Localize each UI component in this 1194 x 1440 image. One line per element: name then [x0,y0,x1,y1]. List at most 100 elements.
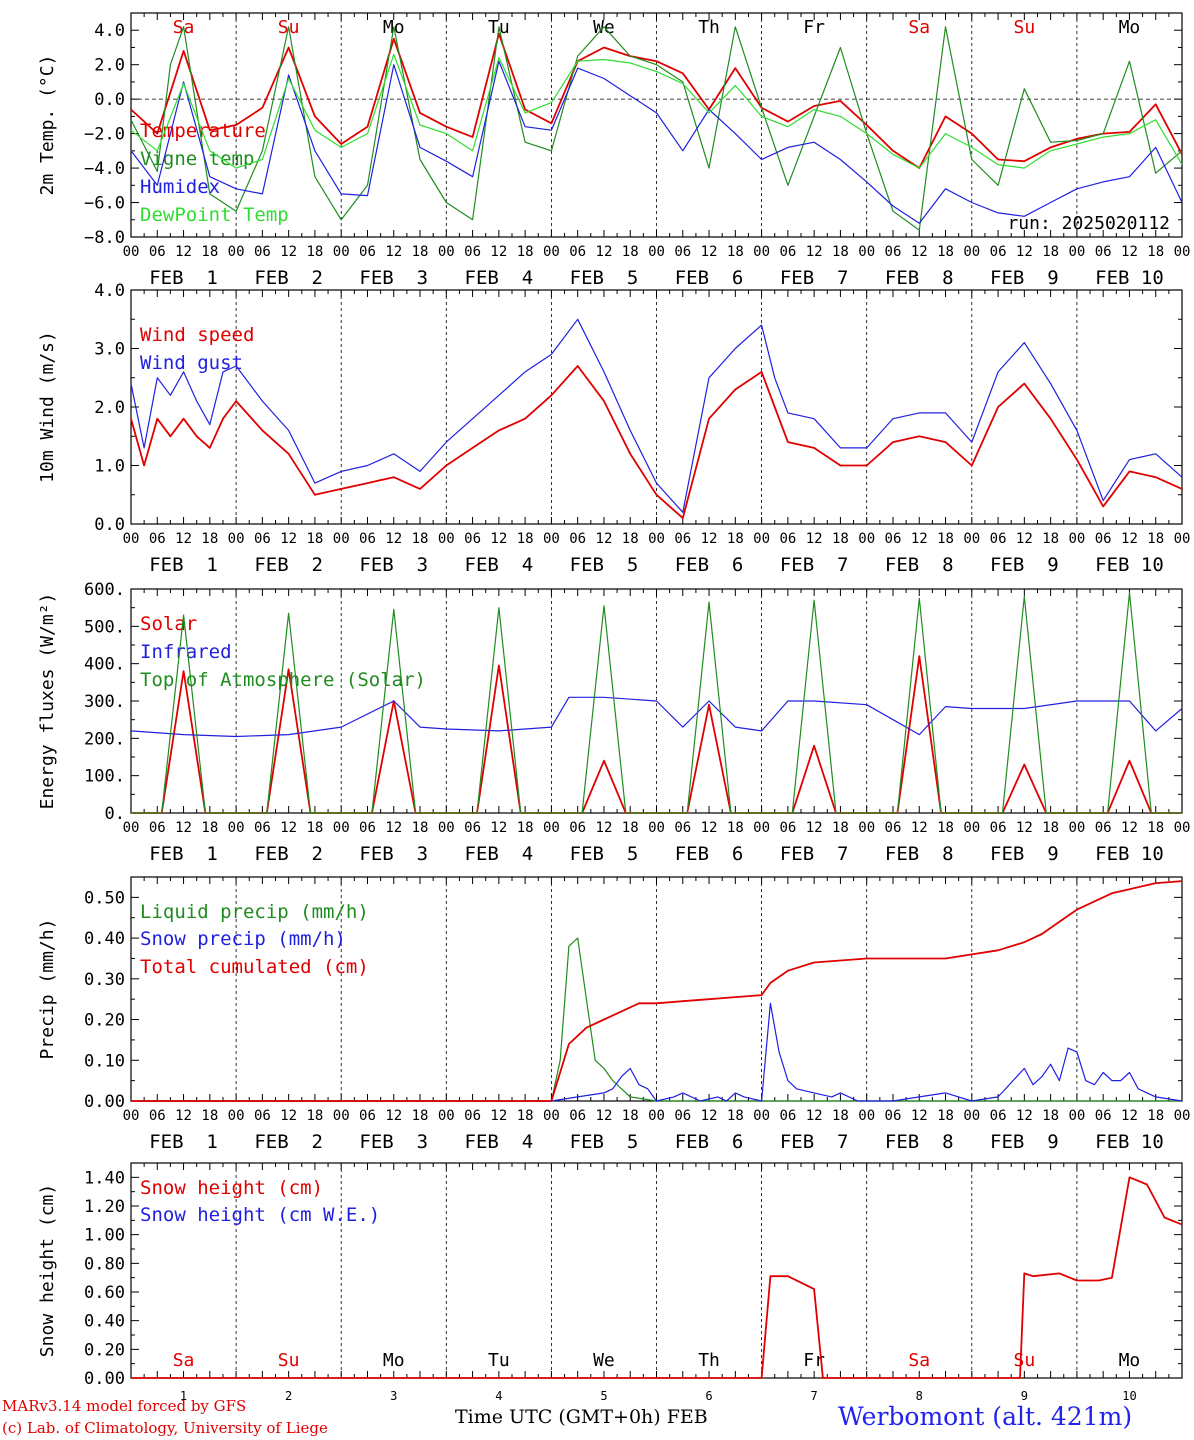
hour-tick-label: 18 [937,244,954,260]
date-label: FEB 9 [990,267,1059,289]
hour-tick-label: 12 [490,531,507,547]
hour-tick-label: 00 [228,1108,245,1124]
series-line-wind-gust [130,318,1183,513]
hour-tick-label: 18 [412,820,429,836]
date-label: FEB 3 [359,843,428,865]
panel-5: 1.40 1.20 1.00 0.80 0.60 0.40 0.20 0.00 Snow hei… [37,1162,1183,1403]
hour-tick-label: 06 [149,820,166,836]
hour-tick-label: 12 [911,531,928,547]
day-number: 1 [180,1389,187,1403]
hour-tick-label: 06 [569,820,586,836]
hour-tick-label: 18 [937,531,954,547]
hour-tick-label: 06 [779,820,796,836]
hour-tick-label: 06 [569,531,586,547]
hour-tick-label: 00 [1174,820,1191,836]
hour-tick-label: 18 [937,1108,954,1124]
date-label: FEB 7 [780,1131,849,1153]
day-name: Th [698,1350,720,1371]
hour-tick-label: 00 [963,531,980,547]
hour-tick-label: 18 [201,244,218,260]
hour-tick-label: 06 [885,531,902,547]
hour-tick-label: 06 [569,244,586,260]
series-line-vigne-temp [130,26,1183,231]
y-tick-label: 0.60 [84,1283,125,1303]
hour-tick-label: 18 [832,820,849,836]
hour-tick-label: 06 [885,820,902,836]
hour-tick-label: 18 [306,531,323,547]
hour-tick-label: 18 [727,1108,744,1124]
day-name: Mo [1119,1350,1141,1371]
hour-tick-label: 18 [201,1108,218,1124]
hour-tick-label: 12 [1121,531,1138,547]
hour-tick-label: 12 [280,820,297,836]
hour-tick-label: 06 [990,244,1007,260]
hour-tick-label: 00 [1174,531,1191,547]
hour-tick-label: 12 [490,820,507,836]
hour-tick-label: 12 [175,1108,192,1124]
hour-tick-label: 18 [306,820,323,836]
hour-tick-label: 00 [1068,1108,1085,1124]
legend-entry: Snow height (cm) [140,1177,323,1199]
day-name: Su [278,1350,300,1371]
legend-entry: Temperature [140,120,266,142]
run-label: run: 2025020112 [1007,213,1170,234]
y-tick-label: 1.20 [84,1197,125,1217]
y-tick-label: −2.0 [84,125,125,145]
hour-tick-label: 00 [123,244,140,260]
y-tick-label: 500. [84,617,125,637]
hour-tick-label: 18 [832,1108,849,1124]
date-label: FEB 3 [359,1131,428,1153]
date-label: FEB 10 [1095,843,1164,865]
y-axis-label: 10m Wind (m/s) [37,331,58,483]
panel-4: 0.50 0.40 0.30 0.20 0.10 0.00 Precip (mm/h) 00 0… [37,876,1190,1153]
hour-tick-label: 12 [701,531,718,547]
day-number: 8 [916,1389,923,1403]
date-label: FEB 9 [990,554,1059,576]
hour-tick-label: 06 [149,244,166,260]
date-label: FEB 1 [149,267,218,289]
day-name: Sa [908,17,930,38]
hour-tick-label: 12 [1016,1108,1033,1124]
hour-tick-label: 06 [254,1108,271,1124]
y-tick-label: −6.0 [84,194,125,214]
hour-tick-label: 00 [123,531,140,547]
y-tick-label: 1.40 [84,1168,125,1188]
hour-tick-label: 18 [1042,244,1059,260]
hour-tick-label: 12 [1121,820,1138,836]
series-line-humidex [130,60,1183,224]
y-tick-label: 0.0 [94,90,125,110]
date-label: FEB 4 [465,1131,534,1153]
y-tick-label: 0.20 [84,1340,125,1360]
hour-tick-label: 12 [175,820,192,836]
hour-tick-label: 00 [963,244,980,260]
hour-tick-label: 06 [674,531,691,547]
hour-tick-label: 06 [1095,531,1112,547]
hour-tick-label: 00 [123,820,140,836]
hour-tick-label: 12 [1016,244,1033,260]
hour-tick-label: 06 [990,531,1007,547]
day-number: 10 [1122,1389,1136,1403]
hour-tick-label: 18 [622,820,639,836]
hour-tick-label: 12 [1016,531,1033,547]
series-line-dewpoint-temp [130,53,1183,169]
hour-tick-label: 06 [990,820,1007,836]
hour-tick-label: 18 [517,1108,534,1124]
y-tick-label: 0.30 [84,970,125,990]
hour-tick-label: 06 [359,1108,376,1124]
date-label: FEB 6 [675,1131,744,1153]
hour-tick-label: 18 [622,531,639,547]
panel-1: 4.0 2.0 0.0 −2.0 −4.0 −6.0 −8.0 2m Temp. (°C) 00… [37,12,1190,289]
y-tick-label: 4.0 [94,21,125,41]
hour-tick-label: 06 [674,1108,691,1124]
series-line-snow-precip-mm-h- [131,1002,1183,1102]
hour-tick-label: 06 [149,1108,166,1124]
date-label: FEB 1 [149,554,218,576]
hour-tick-label: 06 [674,244,691,260]
day-name: Tu [488,1350,510,1371]
y-tick-label: 0.00 [84,1092,125,1112]
hour-tick-label: 06 [149,531,166,547]
hour-tick-label: 00 [858,531,875,547]
hour-tick-label: 12 [806,244,823,260]
hour-tick-label: 00 [333,1108,350,1124]
hour-tick-label: 12 [806,531,823,547]
